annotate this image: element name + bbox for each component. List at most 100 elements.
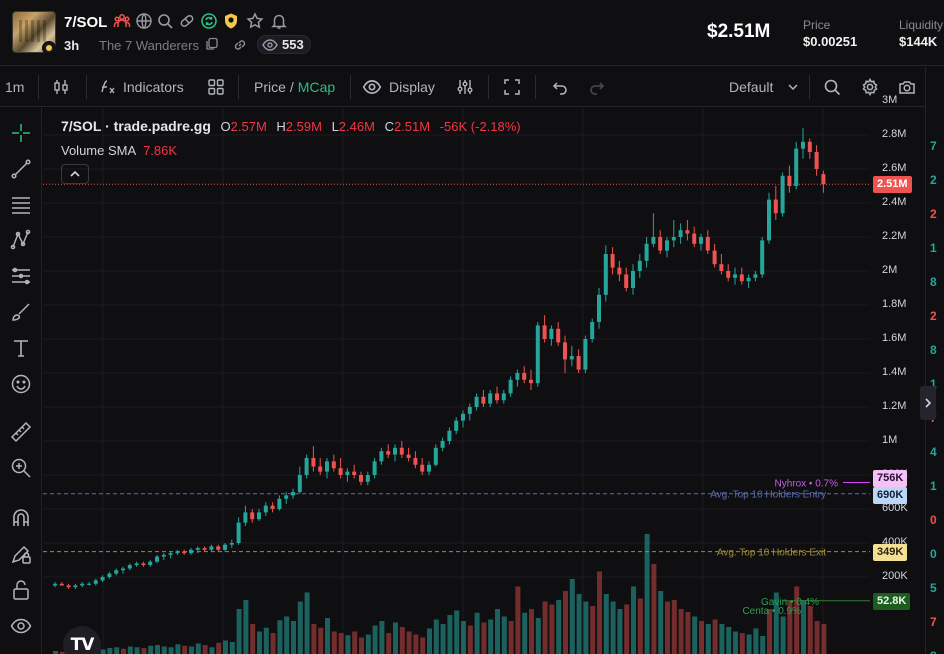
candle-body	[141, 563, 146, 566]
toggle-slash: /	[289, 79, 294, 95]
magnet-icon[interactable]	[9, 506, 33, 530]
candle-body	[685, 230, 690, 234]
top10-entry-badge: 690K	[873, 486, 908, 504]
current-price-badge: 2.51M	[873, 176, 912, 194]
layout-grid-icon[interactable]	[207, 67, 225, 107]
token-avatar[interactable]	[12, 11, 56, 53]
search-icon[interactable]	[156, 12, 174, 30]
volume-bar	[263, 627, 269, 654]
candle-body	[297, 475, 302, 492]
trade-row-value: 2	[930, 207, 937, 221]
display-button[interactable]: Display	[362, 67, 435, 107]
pattern-tool-icon[interactable]	[9, 228, 33, 252]
text-tool-icon[interactable]	[9, 336, 33, 360]
volume-bar	[257, 631, 262, 654]
volume-bar	[631, 586, 636, 654]
candle-body	[345, 471, 350, 475]
volume-bar	[311, 624, 317, 654]
volume-bar	[821, 624, 827, 654]
candle-body	[107, 573, 112, 577]
lion-shield-icon[interactable]	[222, 12, 240, 30]
collapse-legend-button[interactable]	[61, 164, 89, 184]
search-icon[interactable]	[823, 67, 841, 107]
volume-bar	[454, 610, 460, 654]
volume-bar	[372, 625, 378, 654]
legend-open-key: O	[220, 119, 231, 134]
chart-canvas[interactable]: Nyhrox • 0.7%Avg. Top 10 Holders Entry Av…	[43, 108, 870, 654]
price-chart[interactable]: Nyhrox • 0.7% Avg. Top 10 Holders Entry Av…	[43, 108, 870, 654]
settings-sliders-icon[interactable]	[456, 67, 474, 107]
price-axis-tick: 1.8M	[882, 298, 907, 310]
indicators-icon	[101, 80, 115, 94]
expand-panel-button[interactable]	[920, 386, 936, 420]
price-axis[interactable]: 3M2.8M2.6M2.4M2.2M2M1.8M1.6M1.4M1.2M1M80…	[870, 94, 925, 654]
candle-type-icon[interactable]	[52, 67, 70, 107]
redo-icon[interactable]	[588, 67, 606, 107]
price-axis-tick: 2.8M	[882, 128, 907, 140]
link-icon[interactable]	[232, 37, 248, 53]
trend-line-icon[interactable]	[9, 157, 33, 181]
volume-bar	[107, 648, 113, 654]
horizontal-lines-icon[interactable]	[9, 192, 33, 216]
volume-bar	[427, 628, 432, 654]
volume-bar	[182, 645, 188, 654]
alert-bell-icon[interactable]	[270, 12, 288, 30]
volume-bar	[726, 627, 732, 654]
price-axis-tick: 2.4M	[882, 196, 907, 208]
candle-body	[474, 396, 479, 407]
price-mcap-toggle[interactable]: Price / MCap	[254, 67, 335, 107]
watchers-count: 553	[282, 37, 304, 52]
volume-bar	[236, 609, 242, 654]
gavin-annotation: Gavin • 0.4%	[761, 597, 819, 608]
copy-address-icon[interactable]	[205, 37, 219, 51]
legend-close-key: C	[384, 119, 394, 134]
indicators-button[interactable]: Indicators	[99, 67, 184, 107]
chevron-up-icon	[70, 170, 80, 177]
legend-low: 2.46M	[338, 119, 375, 134]
favorite-star-icon[interactable]	[246, 12, 264, 30]
token-name[interactable]: 7/SOL	[64, 14, 108, 31]
pill-icon[interactable]	[178, 12, 196, 30]
hide-drawings-icon[interactable]	[9, 614, 33, 638]
volume-bar	[535, 618, 541, 654]
candle-body	[93, 580, 98, 584]
website-globe-icon[interactable]	[135, 12, 153, 30]
crosshair-icon[interactable]	[9, 121, 33, 145]
fib-retracement-icon[interactable]	[9, 264, 33, 288]
volume-bar	[461, 621, 466, 654]
volume-bar	[216, 642, 222, 654]
volume-bar	[325, 618, 330, 654]
volume-bar	[597, 571, 602, 654]
volume-bar	[739, 633, 745, 654]
indicators-label: Indicators	[123, 79, 184, 95]
candle-body	[807, 141, 812, 152]
price-toggle-label[interactable]: Price	[254, 79, 286, 95]
interval-selector[interactable]: 1m	[5, 79, 25, 95]
ruler-icon[interactable]	[9, 420, 33, 444]
lock-icon[interactable]	[9, 578, 33, 602]
fullscreen-icon[interactable]	[503, 67, 521, 107]
emoji-icon[interactable]	[9, 372, 33, 396]
zoom-in-icon[interactable]	[9, 456, 33, 480]
toolbar-divider	[535, 75, 536, 99]
gear-icon[interactable]	[861, 67, 879, 107]
refresh-sync-icon[interactable]	[200, 12, 218, 30]
layout-selector[interactable]: Default	[729, 67, 799, 107]
candle-body	[787, 175, 792, 186]
dev-team-icon[interactable]	[113, 12, 131, 30]
tradingview-logo[interactable]: TV	[63, 626, 101, 654]
undo-icon[interactable]	[551, 67, 569, 107]
brush-icon[interactable]	[9, 300, 33, 324]
price-axis-tick: 1.2M	[882, 400, 907, 412]
volume-bar	[624, 604, 630, 654]
volume-bar	[814, 621, 820, 654]
camera-screenshot-icon[interactable]	[898, 67, 916, 107]
volume-bar	[705, 624, 711, 654]
mcap-toggle-label[interactable]: MCap	[297, 79, 336, 95]
candle-body	[726, 271, 731, 278]
volume-bar	[100, 649, 106, 654]
volume-bar	[760, 636, 766, 654]
watchers-badge[interactable]: 553	[257, 35, 311, 54]
volume-bar	[406, 631, 412, 654]
lock-drawing-icon[interactable]	[9, 542, 33, 566]
